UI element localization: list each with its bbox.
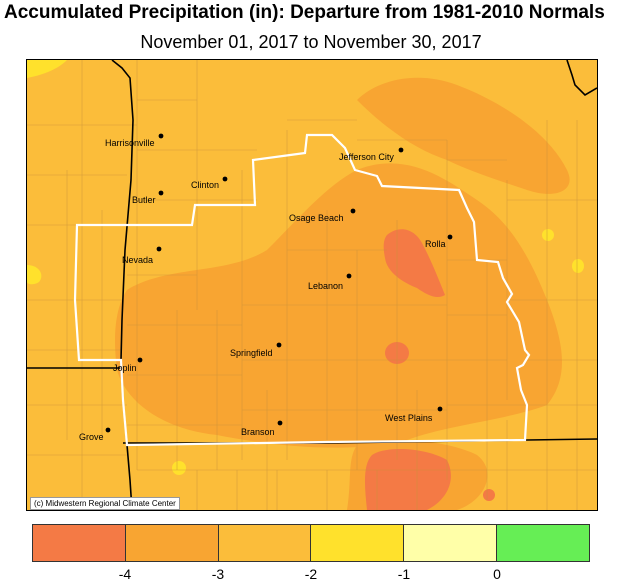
city-branson: Branson	[241, 420, 283, 437]
svg-text:Joplin: Joplin	[113, 363, 137, 373]
city-jefferson-city: Jefferson City	[339, 147, 404, 162]
legend-tick-label: -2	[304, 566, 318, 582]
legend-tick-label: -1	[397, 566, 411, 582]
map-title: Accumulated Precipitation (in): Departur…	[4, 2, 605, 23]
svg-text:Osage Beach: Osage Beach	[289, 213, 344, 223]
city-west-plains: West Plains	[385, 406, 443, 423]
color-legend	[32, 524, 590, 562]
contour-minus2-south	[172, 461, 186, 475]
svg-text:Jefferson City: Jefferson City	[339, 152, 394, 162]
contour-minus4-bottom	[364, 448, 451, 510]
city-grove: Grove	[79, 427, 111, 442]
contour-minus2-west	[27, 265, 42, 285]
svg-text:Branson: Branson	[241, 427, 275, 437]
legend-swatch-minus3-minus2	[217, 524, 312, 562]
city-rolla: Rolla	[425, 234, 453, 249]
city-markers: Harrisonville Clinton Butler Jefferson C…	[79, 133, 453, 442]
legend-swatch-gt-0	[496, 524, 590, 562]
city-clinton: Clinton	[191, 176, 228, 190]
city-joplin: Joplin	[113, 357, 143, 373]
legend-tick-label: 0	[493, 566, 501, 582]
contour-minus3-northeast	[357, 77, 570, 194]
map-subtitle: November 01, 2017 to November 30, 2017	[140, 32, 482, 52]
legend-swatch-minus2-minus1	[310, 524, 405, 562]
city-lebanon: Lebanon	[308, 273, 352, 291]
contour-minus2-east	[542, 229, 554, 241]
svg-text:Rolla: Rolla	[425, 239, 446, 249]
svg-text:Lebanon: Lebanon	[308, 281, 343, 291]
city-butler: Butler	[132, 190, 164, 205]
svg-text:Clinton: Clinton	[191, 180, 219, 190]
cwa-boundary	[73, 133, 531, 447]
contour-minus2-east2	[572, 259, 584, 273]
svg-text:Harrisonville: Harrisonville	[105, 138, 155, 148]
legend-swatch-lt-minus4	[32, 524, 126, 562]
contour-minus3-region	[115, 163, 562, 448]
legend-tick-label: -3	[211, 566, 225, 582]
svg-text:Nevada: Nevada	[122, 255, 153, 265]
svg-text:Butler: Butler	[132, 195, 156, 205]
svg-text:West Plains: West Plains	[385, 413, 433, 423]
svg-text:Springfield: Springfield	[230, 348, 273, 358]
legend-ticks: -4 -3 -2 -1 0	[32, 566, 590, 582]
city-harrisonville: Harrisonville	[105, 133, 164, 148]
svg-text:Grove: Grove	[79, 432, 104, 442]
contour-minus4-rolla	[383, 229, 445, 298]
city-springfield: Springfield	[230, 342, 282, 358]
precipitation-map: Harrisonville Clinton Butler Jefferson C…	[26, 59, 598, 511]
city-osage-beach: Osage Beach	[289, 208, 356, 223]
legend-swatch-minus4-minus3	[124, 524, 219, 562]
contour-minus4-se	[483, 489, 495, 501]
credit-label: (c) Midwestern Regional Climate Center	[30, 497, 180, 510]
contour-minus2-northwest	[27, 60, 67, 78]
legend-tick-label: -4	[118, 566, 132, 582]
legend-swatch-minus1-0	[403, 524, 498, 562]
city-nevada: Nevada	[122, 246, 162, 265]
